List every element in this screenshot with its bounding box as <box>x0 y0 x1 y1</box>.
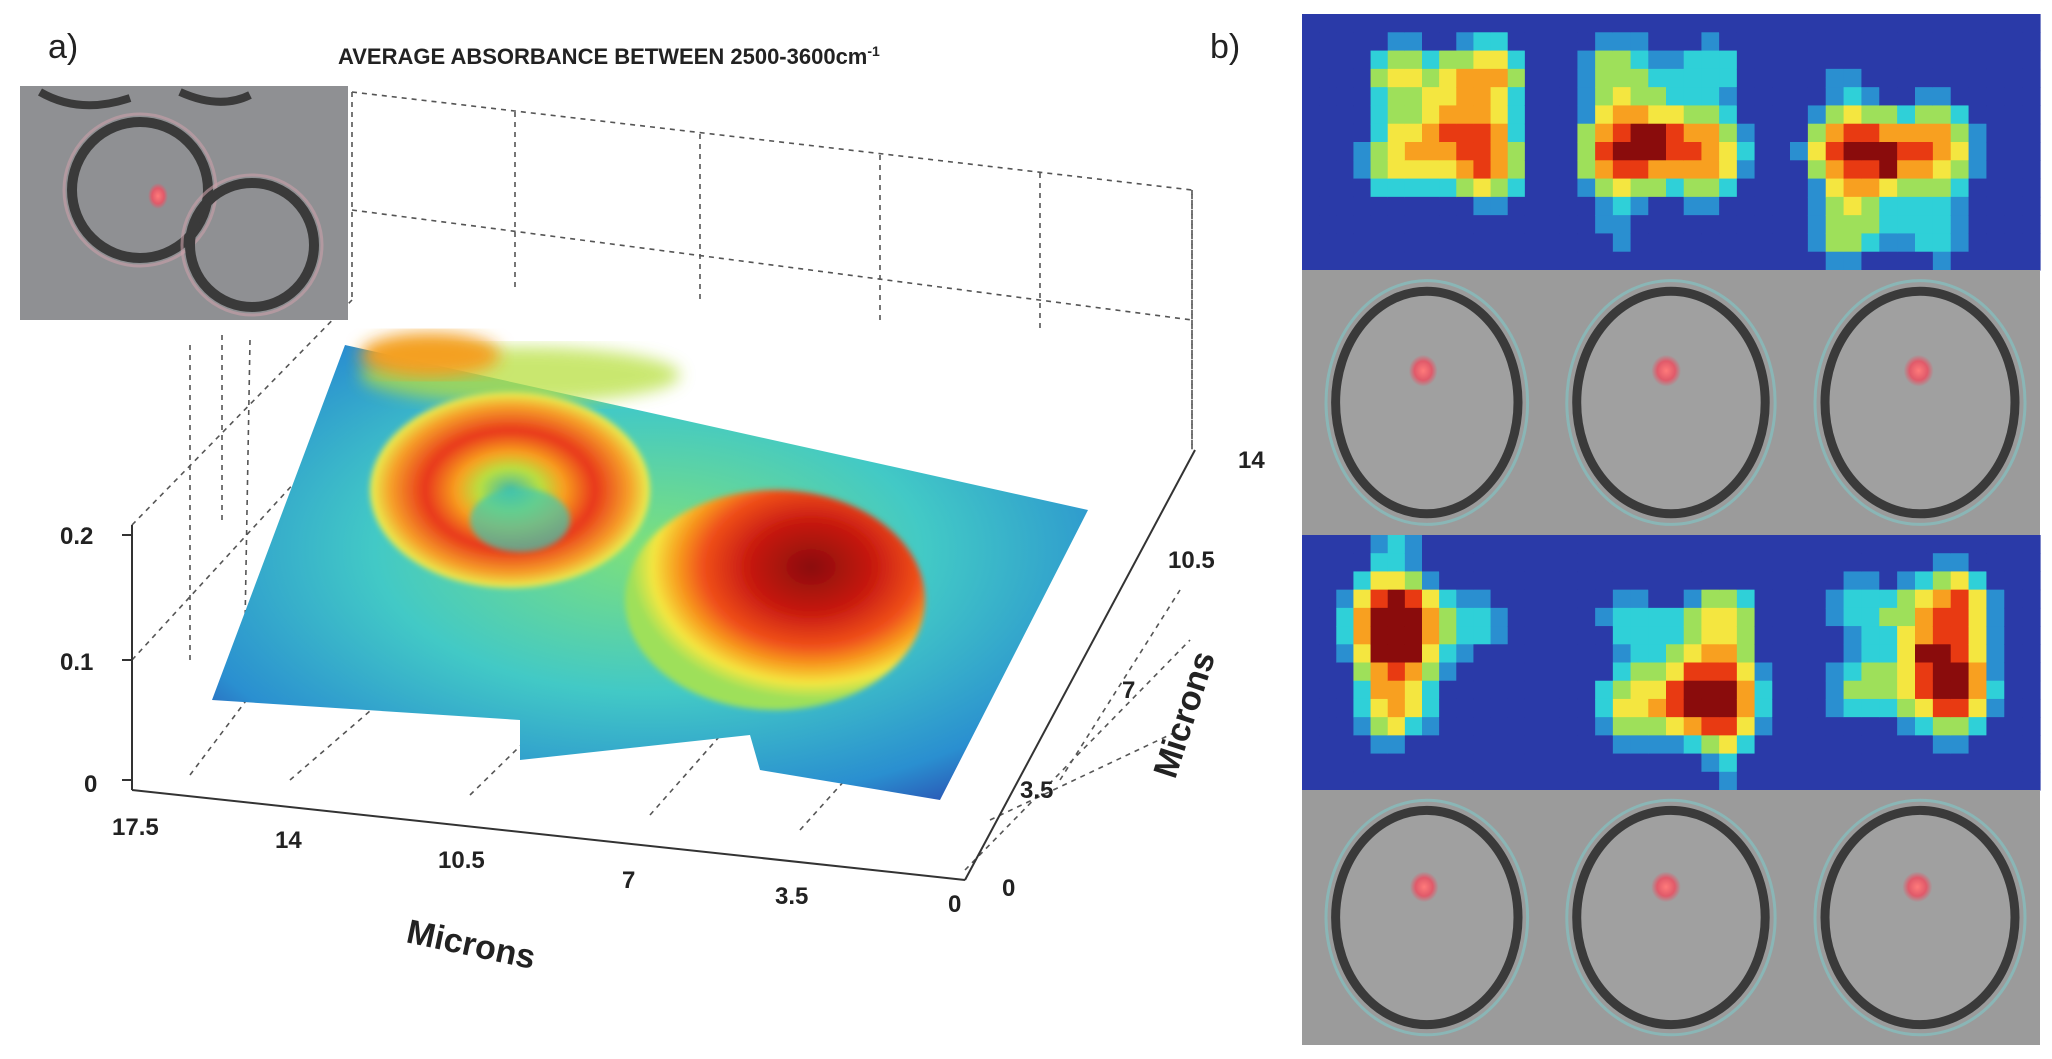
panel-b: b) <box>1210 14 2041 1045</box>
heatmap-tile <box>1790 14 2041 271</box>
y-tick: 10.5 <box>1168 547 1215 574</box>
micrograph-tile <box>1542 790 1790 1045</box>
x-axis-ticks: 17.5 14 10.5 7 3.5 0 <box>112 814 961 918</box>
heatmap-tile <box>1302 14 1543 271</box>
panel-b-label: b) <box>1210 28 1240 66</box>
z-tick: 0 <box>84 771 97 798</box>
inset-micrograph <box>20 86 348 320</box>
micrograph-tile <box>1790 790 2040 1045</box>
image-grid <box>1302 14 2041 1045</box>
y-tick: 7 <box>1122 677 1135 704</box>
y-axis-ticks: 0 3.5 7 10.5 14 <box>1002 447 1265 902</box>
x-tick: 7 <box>622 867 635 894</box>
heatmap-tile <box>1302 535 1543 791</box>
z-axis-ticks: 0.2 0.1 0 <box>60 523 97 798</box>
grid-back-wall <box>351 91 1193 450</box>
chart-title: AVERAGE ABSORBANCE BETWEEN 2500-3600cm-1 <box>338 43 880 69</box>
heatmap-tile <box>1790 535 2041 791</box>
x-tick: 10.5 <box>438 847 485 874</box>
micrograph-tile <box>1542 270 1790 535</box>
y-axis-title: Microns <box>1146 647 1222 783</box>
heatmap-tile <box>1542 14 1791 271</box>
micrograph-tile <box>1302 270 1542 535</box>
y-tick: 14 <box>1238 447 1265 474</box>
x-axis-title: Microns <box>403 913 538 977</box>
panel-a: a) AVERAGE ABSORBANCE BETWEEN 2500-3600c… <box>20 28 1265 977</box>
micrograph-tile <box>1302 790 1542 1045</box>
y-tick: 3.5 <box>1020 777 1053 804</box>
z-tick: 0.1 <box>60 649 93 676</box>
absorbance-surface <box>212 333 1088 800</box>
axes <box>122 449 1196 881</box>
micrograph-tile <box>1790 270 2040 535</box>
z-tick: 0.2 <box>60 523 93 550</box>
x-tick: 3.5 <box>775 883 808 910</box>
x-tick: 0 <box>948 891 961 918</box>
panel-a-label: a) <box>48 28 78 66</box>
y-tick: 0 <box>1002 875 1015 902</box>
heatmap-tile <box>1542 535 1791 791</box>
x-tick: 17.5 <box>112 814 159 841</box>
x-tick: 14 <box>275 827 302 854</box>
grid-left-wall <box>131 299 353 776</box>
